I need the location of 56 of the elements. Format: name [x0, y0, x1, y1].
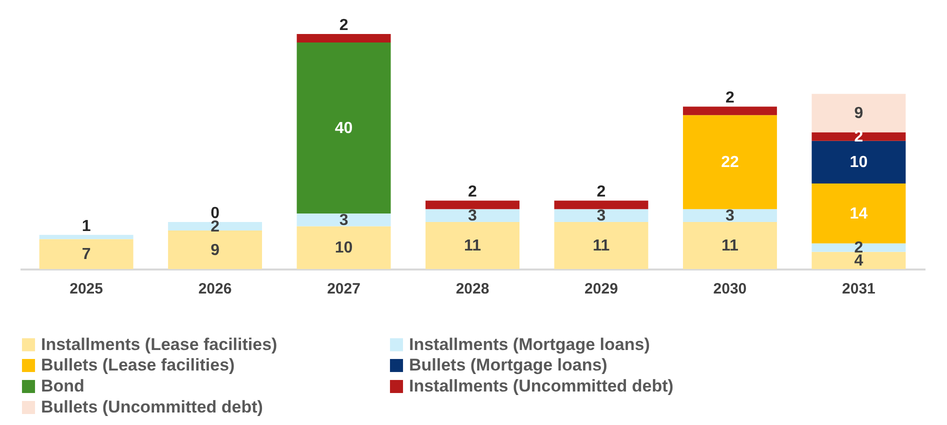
legend-label: Bullets (Mortgage loans)	[409, 356, 608, 374]
data-label: 3	[596, 208, 606, 225]
bar	[426, 200, 520, 210]
data-label: 9	[210, 242, 220, 259]
x-tick-label: 2027	[327, 280, 360, 298]
data-label: 3	[468, 208, 478, 225]
bar	[426, 209, 520, 222]
x-tick-label: 2030	[713, 280, 747, 298]
legend-label: Installments (Mortgage loans)	[409, 334, 650, 354]
data-label: 4	[854, 252, 864, 270]
data-label: 11	[722, 238, 739, 254]
bar	[554, 222, 648, 269]
bar	[682, 115, 777, 210]
bar	[296, 226, 391, 269]
legend-label: Bullets (Lease facilities)	[41, 356, 235, 374]
bar	[168, 230, 262, 269]
bar	[296, 34, 391, 43]
x-tick-label: 2031	[842, 280, 876, 298]
legend-label: Installments (Lease facilities)	[41, 334, 278, 354]
x-tick-label: 2029	[584, 280, 618, 298]
bar	[682, 222, 777, 269]
data-label: 10	[850, 154, 868, 172]
x-tick-label: 2026	[198, 280, 232, 298]
data-label: 10	[334, 240, 353, 257]
data-label: 40	[334, 120, 353, 137]
legend-label: Bond	[41, 376, 84, 396]
data-label: 3	[339, 212, 348, 229]
bar	[812, 243, 906, 252]
bar	[39, 239, 134, 269]
bar	[296, 213, 391, 226]
legend-label: Bullets (Uncommitted debt)	[41, 398, 263, 416]
data-label: 11	[592, 238, 610, 254]
data-label: 9	[854, 105, 864, 122]
data-label: 2	[468, 184, 478, 201]
bar	[168, 222, 262, 231]
data-label: 2	[726, 90, 735, 107]
bar	[39, 234, 134, 240]
bar	[426, 222, 520, 269]
data-label: 7	[82, 246, 91, 264]
x-tick-label: 2025	[70, 280, 103, 298]
data-label: 2	[339, 17, 348, 34]
legend-label: Installments (Uncommitted debt)	[409, 376, 674, 396]
bar	[812, 252, 906, 269]
bar	[554, 209, 648, 222]
data-label: 22	[721, 154, 739, 172]
bar	[812, 140, 906, 184]
data-label: 1	[82, 218, 91, 235]
bar	[296, 42, 391, 214]
data-label: 2	[596, 184, 606, 201]
x-tick-label: 2028	[456, 280, 490, 298]
bar	[682, 106, 777, 116]
data-label: 3	[726, 208, 735, 225]
bar	[682, 209, 777, 222]
data-label: 11	[464, 238, 482, 254]
data-label: 14	[850, 205, 868, 222]
bar	[554, 200, 648, 210]
